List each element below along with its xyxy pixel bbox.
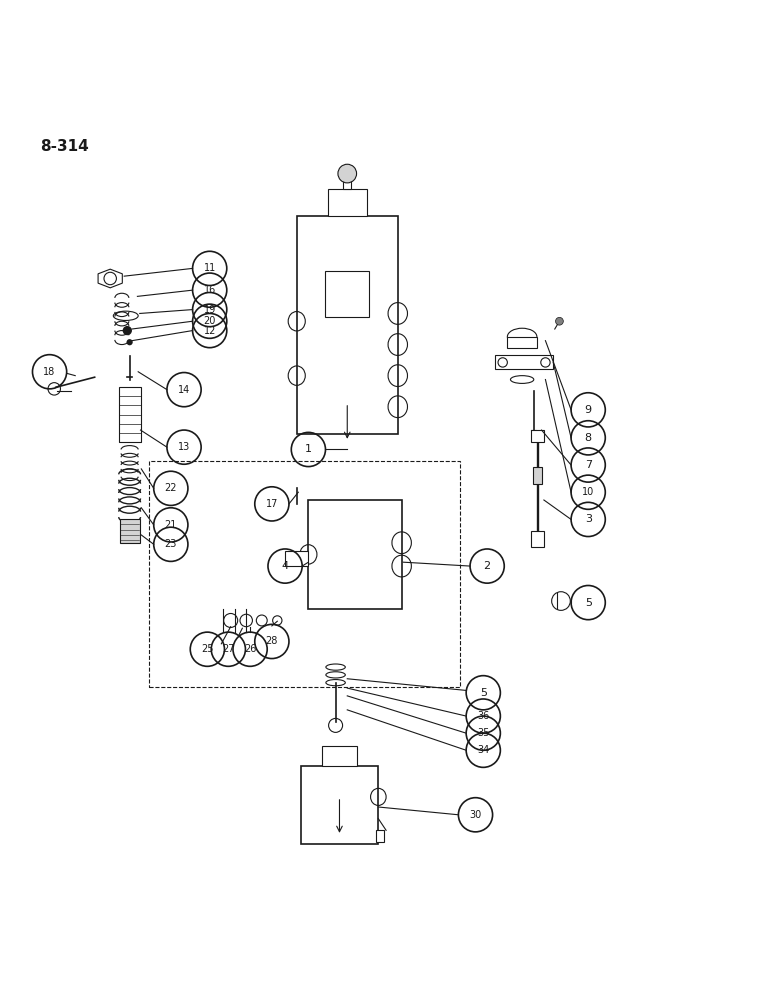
Text: 27: 27	[222, 644, 235, 654]
Text: 34: 34	[477, 745, 489, 755]
Text: 23: 23	[165, 539, 177, 549]
FancyBboxPatch shape	[119, 387, 140, 442]
FancyBboxPatch shape	[119, 519, 140, 543]
Text: 9: 9	[585, 405, 592, 415]
Text: 20: 20	[204, 316, 216, 326]
Text: 5: 5	[480, 688, 487, 698]
Text: 35: 35	[477, 728, 490, 738]
FancyBboxPatch shape	[343, 174, 351, 189]
Text: 28: 28	[266, 636, 278, 646]
Text: 36: 36	[477, 711, 489, 721]
Text: 26: 26	[244, 644, 257, 654]
FancyBboxPatch shape	[507, 337, 537, 348]
Text: 30: 30	[470, 810, 481, 820]
Bar	[149, 461, 460, 687]
Text: 19: 19	[204, 305, 216, 315]
Text: 11: 11	[204, 263, 216, 273]
FancyBboxPatch shape	[322, 746, 356, 766]
Text: 22: 22	[165, 483, 177, 493]
Text: 7: 7	[585, 460, 592, 470]
FancyBboxPatch shape	[285, 551, 308, 566]
Text: 21: 21	[165, 520, 177, 530]
Circle shape	[122, 326, 132, 335]
FancyBboxPatch shape	[308, 500, 402, 609]
Text: 25: 25	[201, 644, 214, 654]
Text: 2: 2	[484, 561, 491, 571]
Circle shape	[338, 164, 356, 183]
Text: 5: 5	[585, 598, 592, 608]
Text: 8: 8	[585, 433, 592, 443]
Text: 3: 3	[585, 514, 592, 524]
Text: 13: 13	[178, 442, 190, 452]
FancyBboxPatch shape	[531, 430, 544, 442]
Text: 14: 14	[178, 385, 190, 395]
Text: 16: 16	[204, 285, 216, 295]
FancyBboxPatch shape	[533, 467, 542, 484]
Text: 8-314: 8-314	[41, 139, 89, 154]
Text: 12: 12	[204, 326, 216, 336]
FancyBboxPatch shape	[296, 216, 398, 434]
Circle shape	[555, 317, 563, 325]
Circle shape	[126, 339, 133, 345]
Text: 17: 17	[266, 499, 278, 509]
FancyBboxPatch shape	[531, 531, 544, 547]
Text: 18: 18	[44, 367, 55, 377]
FancyBboxPatch shape	[495, 355, 553, 369]
Text: 10: 10	[582, 487, 594, 497]
Text: 4: 4	[282, 561, 289, 571]
FancyBboxPatch shape	[300, 766, 378, 844]
FancyBboxPatch shape	[325, 271, 369, 317]
FancyBboxPatch shape	[328, 189, 367, 216]
Text: 1: 1	[305, 444, 312, 454]
FancyBboxPatch shape	[376, 830, 384, 842]
